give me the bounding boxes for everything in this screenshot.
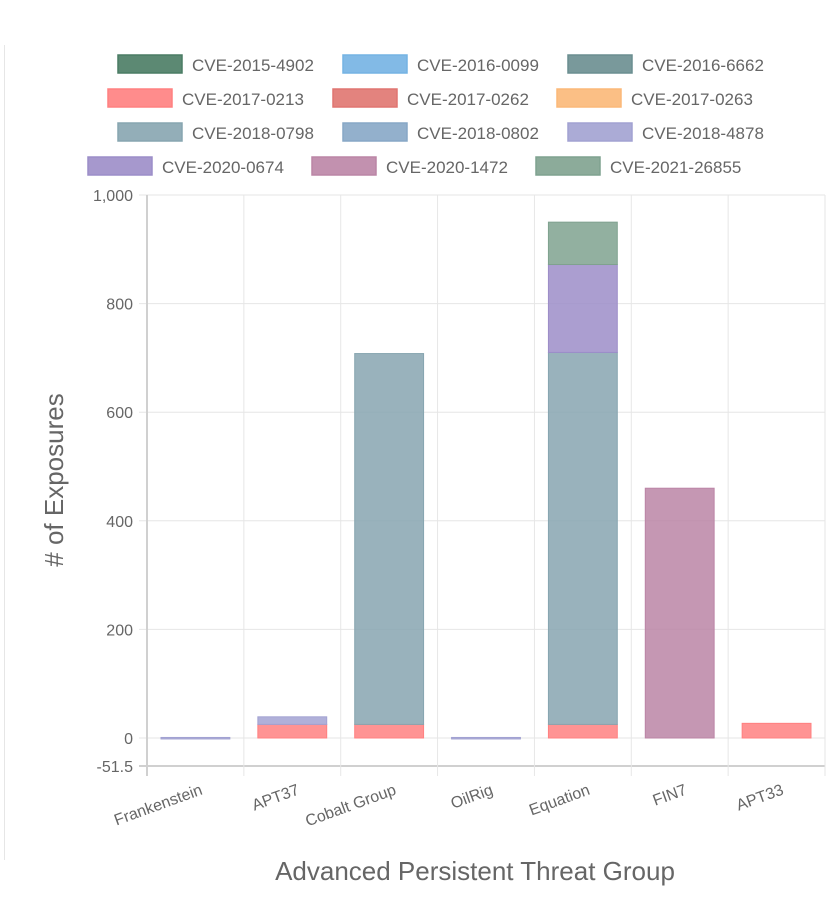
legend-swatch	[311, 156, 377, 176]
y-tick-label: 400	[106, 514, 133, 531]
y-tick-label: 600	[106, 405, 133, 422]
legend-swatch	[332, 88, 398, 108]
x-tick-label: APT37	[250, 782, 302, 815]
y-tick-label: 1,000	[93, 188, 133, 205]
x-axis-title: Advanced Persistent Threat Group	[275, 856, 675, 886]
legend-swatch	[117, 122, 183, 142]
legend-label: CVE-2020-1472	[386, 158, 508, 177]
legend-swatch	[107, 88, 173, 108]
y-tick-label: 800	[106, 297, 133, 314]
legend-swatch	[556, 88, 622, 108]
panel-border	[4, 45, 5, 860]
bar-segment	[547, 264, 618, 353]
legend-label: CVE-2016-0099	[417, 56, 539, 75]
legend-swatch	[117, 54, 183, 74]
bar-segment	[547, 351, 618, 725]
legend-swatch	[567, 122, 633, 142]
legend-label: CVE-2018-0802	[417, 124, 539, 143]
bar-segment	[354, 723, 425, 739]
legend-swatch	[342, 54, 408, 74]
legend-label: CVE-2017-0213	[182, 90, 304, 109]
legend-swatch	[87, 156, 153, 176]
bar-segment	[160, 736, 231, 740]
legend-label: CVE-2017-0263	[631, 90, 753, 109]
x-tick-label: Cobalt Group	[303, 782, 398, 831]
y-axis-title: # of Exposures	[39, 393, 69, 566]
legend-swatch	[535, 156, 601, 176]
legend-label: CVE-2015-4902	[192, 56, 314, 75]
legend-label: CVE-2018-4878	[642, 124, 764, 143]
bar-segment	[741, 722, 812, 739]
bar-segment	[547, 723, 618, 739]
bar-segment	[451, 736, 521, 740]
legend-label: CVE-2020-0674	[162, 158, 284, 177]
bar-segment	[644, 487, 715, 739]
legend-swatch	[342, 122, 408, 142]
legend-label: CVE-2018-0798	[192, 124, 314, 143]
x-tick-label: FIN7	[651, 782, 689, 810]
x-tick-label: OilRig	[449, 782, 496, 813]
x-tick-label: Frankenstein	[112, 782, 205, 830]
bar-segment	[547, 221, 618, 266]
legend-swatch	[567, 54, 633, 74]
legend-label: CVE-2017-0262	[407, 90, 529, 109]
bar-segment	[354, 353, 425, 725]
x-tick-label: APT33	[734, 782, 786, 815]
x-tick-label: Equation	[527, 782, 592, 820]
y-tick-label: -51.5	[97, 759, 134, 776]
bar-segment	[257, 723, 328, 739]
bar-segment	[257, 716, 328, 725]
legend-label: CVE-2021-26855	[610, 158, 741, 177]
y-tick-label: 200	[106, 622, 133, 639]
legend-label: CVE-2016-6662	[642, 56, 764, 75]
y-tick-label: 0	[124, 731, 133, 748]
